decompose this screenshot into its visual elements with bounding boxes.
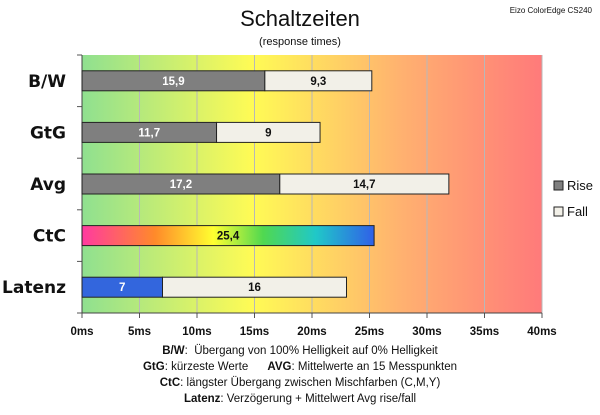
category-label: CtC [33, 227, 66, 247]
x-tick-label: 5ms [128, 326, 151, 338]
category-label: Avg [30, 175, 66, 195]
x-tick-label: 20ms [297, 326, 326, 338]
category-labels: B/W GtG Avg CtC Latenz [2, 72, 66, 298]
note-key: B/W [162, 345, 185, 357]
brand-label: Eizo ColorEdge CS240 [509, 6, 592, 15]
note-text: Verzögerung + Mittelwert Avg rise/fall [226, 393, 417, 405]
bar-fall [162, 276, 347, 298]
note-key-2: AVG [267, 361, 292, 373]
x-tick-label: 0ms [70, 326, 93, 338]
x-tick-label: 40ms [527, 326, 556, 338]
bars: 15,9 9,3 11,7 9 17,2 14,7 25,4 7 16 [81, 70, 450, 298]
bar-fall [216, 121, 321, 143]
note-ctc: CtC: längster Übergang zwischen Mischfar… [159, 377, 441, 389]
legend-label: Fall [567, 204, 588, 219]
category-label: B/W [28, 72, 66, 92]
x-tick-labels: 0ms 5ms 10ms 15ms 20ms 25ms 30ms 35ms 40ms [70, 326, 556, 338]
note-latenz: Latenz: Verzögerung + Mittelwert Avg ris… [183, 393, 417, 405]
legend-swatch [553, 180, 564, 191]
x-tick-label: 30ms [412, 326, 441, 338]
bar-fall [279, 173, 450, 195]
x-tick-label: 35ms [470, 326, 499, 338]
chart-subtitle: (response times) [259, 36, 341, 48]
data-label: 9,3 [310, 76, 326, 88]
legend-label: Rise [567, 178, 593, 193]
bar-ctc [81, 225, 375, 247]
x-tick-label: 10ms [182, 326, 211, 338]
note-key: GtG [142, 361, 165, 373]
note-text: längster Übergang zwischen Mischfarben (… [186, 377, 441, 389]
data-label: 25,4 [217, 231, 240, 243]
data-label: 14,7 [353, 179, 375, 191]
note-text-2: Mittelwerte an 15 Messpunkten [297, 361, 458, 373]
x-tick-label: 25ms [355, 326, 384, 338]
note-key: Latenz [183, 393, 221, 405]
legend: Rise Fall [553, 178, 593, 219]
note-key: CtC [159, 377, 181, 389]
legend-swatch [553, 206, 564, 217]
x-tick-label: 15ms [240, 326, 269, 338]
data-label: 17,2 [170, 179, 192, 191]
category-label: GtG [30, 123, 66, 143]
note-text: Übergang von 100% Helligkeit auf 0% Hell… [194, 345, 438, 357]
data-label: 7 [119, 282, 125, 294]
data-label: 15,9 [162, 76, 184, 88]
chart-title: Schaltzeiten [240, 6, 360, 31]
data-label: 16 [248, 282, 261, 294]
note-bw: B/W: Übergang von 100% Helligkeit auf 0%… [162, 345, 438, 357]
chart-canvas: 15,9 9,3 11,7 9 17,2 14,7 25,4 7 16 B/W GtG Avg CtC… [2, 54, 593, 338]
note-gtg-avg: GtG: kürzeste Werte AVG: Mittelwerte an … [142, 361, 458, 373]
note-text: kürzeste Werte [171, 361, 249, 373]
category-label: Latenz [2, 278, 66, 298]
bar-fall [264, 70, 373, 92]
data-label: 11,7 [138, 127, 160, 139]
data-label: 9 [265, 127, 271, 139]
